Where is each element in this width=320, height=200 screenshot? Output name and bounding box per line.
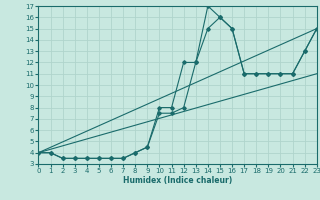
X-axis label: Humidex (Indice chaleur): Humidex (Indice chaleur): [123, 176, 232, 185]
